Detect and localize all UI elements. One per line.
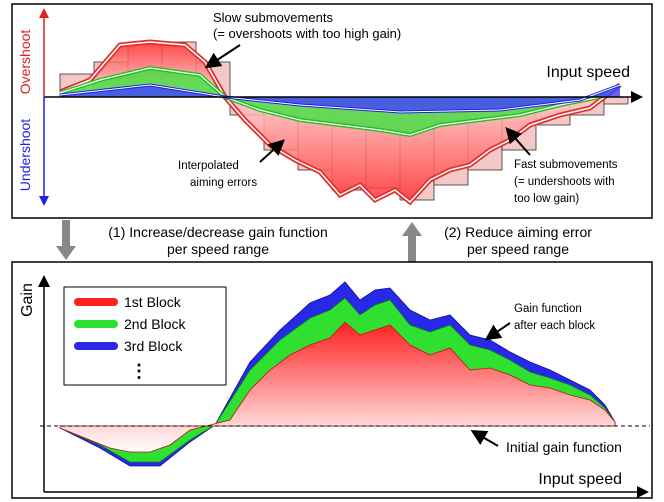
legend-item: 1st Block <box>124 294 182 310</box>
interp-callout: Interpolated <box>178 160 239 172</box>
gain-callout: after each block <box>514 320 595 332</box>
gain-curves <box>59 281 616 467</box>
down-arrow <box>56 220 76 260</box>
initial-callout: Initial gain function <box>506 439 622 455</box>
fast-callout: (= undershoots with <box>514 176 615 188</box>
step-2: (2) Reduce aiming error <box>444 224 592 240</box>
legend-item: 3rd Block <box>124 338 183 354</box>
y-label: Gain <box>19 283 36 317</box>
interp-callout: aiming errors <box>190 177 257 189</box>
slow-callout: Slow submovements <box>213 10 333 25</box>
legend <box>63 286 227 386</box>
overshoot-label: Overshoot <box>17 30 33 95</box>
fast-callout: too low gain) <box>514 193 579 205</box>
fast-callout: Fast submovements <box>514 159 618 171</box>
legend-more: ⋮ <box>130 361 148 381</box>
undershoot-label: Undershoot <box>17 119 33 191</box>
legend-item: 2nd Block <box>124 316 186 332</box>
slow-callout: (= overshoots with too high gain) <box>213 26 401 41</box>
up-arrow <box>402 222 422 262</box>
error-curves <box>59 39 622 206</box>
axis-label: Input speed <box>538 471 622 488</box>
step-1: per speed range <box>167 241 269 257</box>
gain-callout: Gain function <box>514 303 582 315</box>
step-1: (1) Increase/decrease gain function <box>108 224 327 240</box>
axis-label: Input speed <box>546 64 630 81</box>
step-2: per speed range <box>467 241 569 257</box>
